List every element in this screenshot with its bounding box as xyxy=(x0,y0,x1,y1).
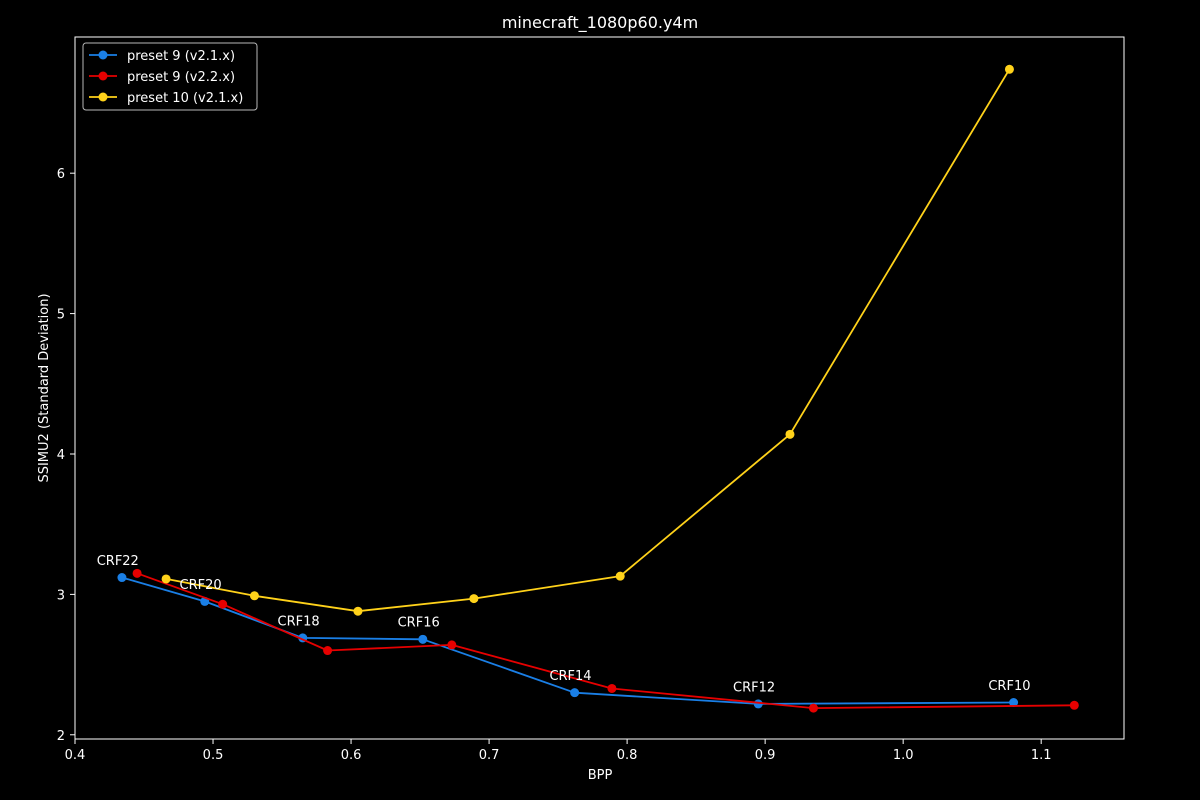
legend-entry: preset 10 (v2.1.x) xyxy=(89,91,243,106)
legend-label: preset 9 (v2.2.x) xyxy=(127,70,235,85)
data-point xyxy=(570,688,580,698)
data-point xyxy=(218,599,228,609)
x-tick-label: 0.6 xyxy=(341,748,362,763)
crf-annotation: CRF14 xyxy=(549,669,591,684)
data-point xyxy=(132,568,142,578)
data-point xyxy=(418,634,428,644)
data-point xyxy=(607,683,617,693)
data-point xyxy=(615,571,625,581)
data-point xyxy=(785,429,795,439)
y-tick-label: 2 xyxy=(57,729,65,744)
data-point xyxy=(161,574,171,584)
x-tick-label: 0.5 xyxy=(203,748,224,763)
axes: 0.4 0.5 0.6 0.7 0.8 0.9 1.0 1.1 2 3 4 5 6 xyxy=(57,167,1052,763)
y-tick-label: 4 xyxy=(57,448,65,463)
crf-annotation: CRF10 xyxy=(988,679,1030,694)
data-point xyxy=(353,606,363,616)
x-tick-label: 1.1 xyxy=(1031,748,1052,763)
annotation-layer: CRF22 CRF20 CRF18 CRF16 CRF14 CRF12 CRF10 xyxy=(97,554,1031,695)
x-tick-label: 0.7 xyxy=(479,748,500,763)
crf-annotation: CRF16 xyxy=(398,616,440,631)
y-tick-label: 6 xyxy=(57,167,65,182)
x-tick-label: 0.4 xyxy=(65,748,86,763)
plot-area xyxy=(74,36,1125,740)
data-point xyxy=(1009,697,1019,707)
legend-label: preset 9 (v2.1.x) xyxy=(127,49,235,64)
legend: preset 9 (v2.1.x) preset 9 (v2.2.x) preset… xyxy=(82,42,258,111)
legend-swatch-marker xyxy=(98,71,108,81)
series-2 xyxy=(132,568,1079,713)
data-point xyxy=(808,703,818,713)
crf-annotation: CRF22 xyxy=(97,554,139,569)
y-tick-label: 3 xyxy=(57,588,65,603)
crf-annotation: CRF20 xyxy=(180,578,222,593)
data-point xyxy=(249,591,259,601)
legend-box xyxy=(82,42,258,111)
chart-title: minecraft_1080p60.y4m xyxy=(502,13,698,33)
y-axis-label: SSIMU2 (Standard Deviation) xyxy=(37,293,52,482)
legend-entry: preset 9 (v2.1.x) xyxy=(89,49,235,64)
x-tick-label: 0.8 xyxy=(617,748,638,763)
data-point xyxy=(1004,64,1014,74)
legend-entry: preset 9 (v2.2.x) xyxy=(89,70,235,85)
data-point xyxy=(469,594,479,604)
data-point xyxy=(323,646,333,656)
legend-swatch-marker xyxy=(98,50,108,60)
x-tick-label: 0.9 xyxy=(755,748,776,763)
plot-frame xyxy=(74,36,1125,740)
data-point xyxy=(117,573,127,583)
series-3 xyxy=(161,64,1014,616)
series-1 xyxy=(117,573,1019,709)
crf-annotation: CRF12 xyxy=(733,680,775,695)
data-point xyxy=(447,640,457,650)
x-tick-label: 1.0 xyxy=(893,748,914,763)
x-axis-label: BPP xyxy=(588,768,613,783)
data-point xyxy=(1069,700,1079,710)
crf-annotation: CRF18 xyxy=(278,614,320,629)
legend-swatch-marker xyxy=(98,92,108,102)
series-layer xyxy=(117,64,1079,713)
y-tick-label: 5 xyxy=(57,308,65,323)
legend-label: preset 10 (v2.1.x) xyxy=(127,91,243,106)
